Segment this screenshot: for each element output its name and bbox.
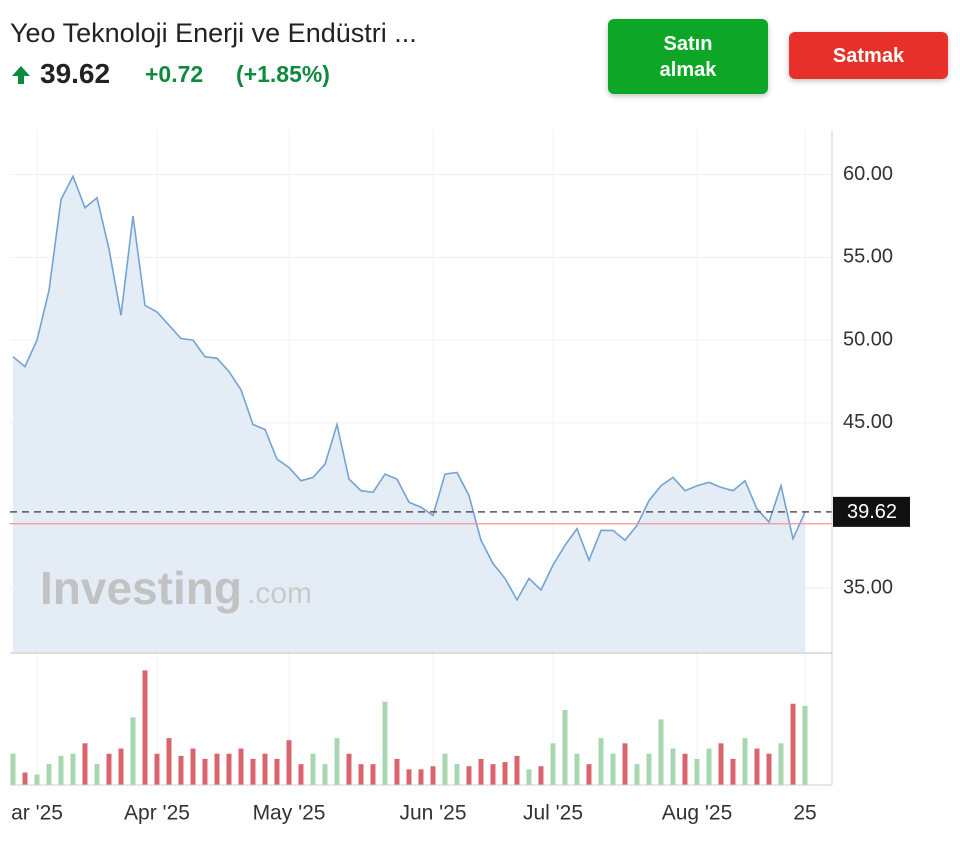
volume-bar: [514, 755, 520, 785]
y-tick-label: 55.00: [843, 246, 893, 268]
volume-bar: [658, 719, 664, 785]
volume-bar: [394, 758, 400, 785]
volume-bar: [790, 703, 796, 785]
volume-bar: [430, 766, 436, 785]
up-arrow-icon: [12, 66, 30, 84]
x-tick-label: Jun '25: [399, 802, 466, 825]
volume-bar: [418, 769, 424, 785]
volume-bar: [298, 764, 304, 785]
y-tick-label: 35.00: [843, 577, 893, 599]
price-area: [13, 176, 805, 653]
price-line: [12, 174, 806, 602]
volume-bar: [142, 670, 148, 785]
volume-bar: [454, 764, 460, 785]
volume-bar: [250, 758, 256, 785]
volume-bar: [478, 758, 484, 785]
last-price-box: [833, 496, 910, 527]
volume-bar: [82, 743, 88, 785]
volume-bar: [70, 753, 76, 785]
volume-bar: [634, 764, 640, 785]
y-tick-label: 50.00: [843, 328, 893, 350]
volume-bar: [778, 743, 784, 785]
volume-bar: [118, 748, 124, 785]
volume-bar: [802, 705, 808, 785]
volume-bar: [442, 753, 448, 785]
volume-bar: [94, 764, 100, 785]
volume-bar: [562, 710, 568, 785]
volume-bar: [322, 764, 328, 785]
sell-label: Satmak: [832, 44, 905, 67]
volume-bar: [622, 743, 628, 785]
buy-button[interactable]: Satın almak: [608, 19, 768, 94]
volume-bar: [226, 753, 232, 785]
volume-bar: [178, 755, 184, 785]
volume-bar: [274, 758, 280, 785]
volume-bar: [718, 743, 724, 785]
volume-bar: [286, 740, 292, 785]
volume-bar: [370, 764, 376, 785]
volume-bar: [358, 764, 364, 785]
price-change-percent: (+1.85%): [236, 61, 330, 87]
volume-bar: [310, 753, 316, 785]
volume-bar: [154, 753, 160, 785]
price-change: +0.72: [145, 61, 204, 87]
volume-bar: [682, 753, 688, 785]
volume-bar: [694, 758, 700, 785]
volume-bar: [214, 753, 220, 785]
last-price-label: 39.62: [847, 501, 897, 523]
volume-bar: [262, 753, 268, 785]
x-tick-label: May '25: [253, 802, 326, 825]
volume-bar: [730, 758, 736, 785]
volume-bar: [46, 764, 52, 785]
volume-bar: [706, 748, 712, 785]
x-tick-label: 25: [793, 802, 816, 825]
volume-bar: [766, 753, 772, 785]
buy-label: Satın almak: [659, 32, 717, 81]
volume-bar: [346, 753, 352, 785]
volume-bar: [526, 769, 532, 785]
volume-bar: [646, 753, 652, 785]
y-tick-label: 45.00: [843, 411, 893, 433]
volume-bar: [34, 774, 40, 785]
volume-bar: [166, 738, 172, 785]
volume-bar: [238, 748, 244, 785]
volume-bar: [754, 748, 760, 785]
volume-bar: [502, 762, 508, 785]
volume-bar: [10, 753, 16, 785]
volume-bar: [382, 701, 388, 785]
volume-bar: [130, 717, 136, 785]
volume-bar: [574, 753, 580, 785]
y-tick-label: 60.00: [843, 163, 893, 185]
volume-bar: [670, 748, 676, 785]
x-tick-label: ar '25: [11, 802, 63, 825]
volume-bar: [466, 766, 472, 785]
volume-bar: [406, 769, 412, 785]
volume-bar: [22, 772, 28, 785]
volume-bar: [190, 748, 196, 785]
sell-button[interactable]: Satmak: [789, 32, 948, 79]
volume-bar: [550, 743, 556, 785]
x-tick-label: Aug '25: [662, 802, 733, 825]
volume-bar: [586, 764, 592, 785]
volume-bar: [202, 758, 208, 785]
volume-bar: [610, 753, 616, 785]
volume-bar: [598, 738, 604, 785]
volume-bar: [490, 764, 496, 785]
volume-bar: [538, 766, 544, 785]
x-tick-label: Apr '25: [124, 802, 190, 825]
watermark-suffix: .com: [247, 577, 312, 610]
volume-bar: [742, 738, 748, 785]
x-tick-label: Jul '25: [523, 802, 583, 825]
volume-bar: [334, 738, 340, 785]
volume-bar: [106, 753, 112, 785]
last-price: 39.62: [40, 58, 111, 89]
volume-bar: [58, 755, 64, 785]
instrument-title: Yeo Teknoloji Enerji ve Endüstri ...: [10, 18, 417, 48]
watermark-brand: Investing: [40, 562, 242, 614]
